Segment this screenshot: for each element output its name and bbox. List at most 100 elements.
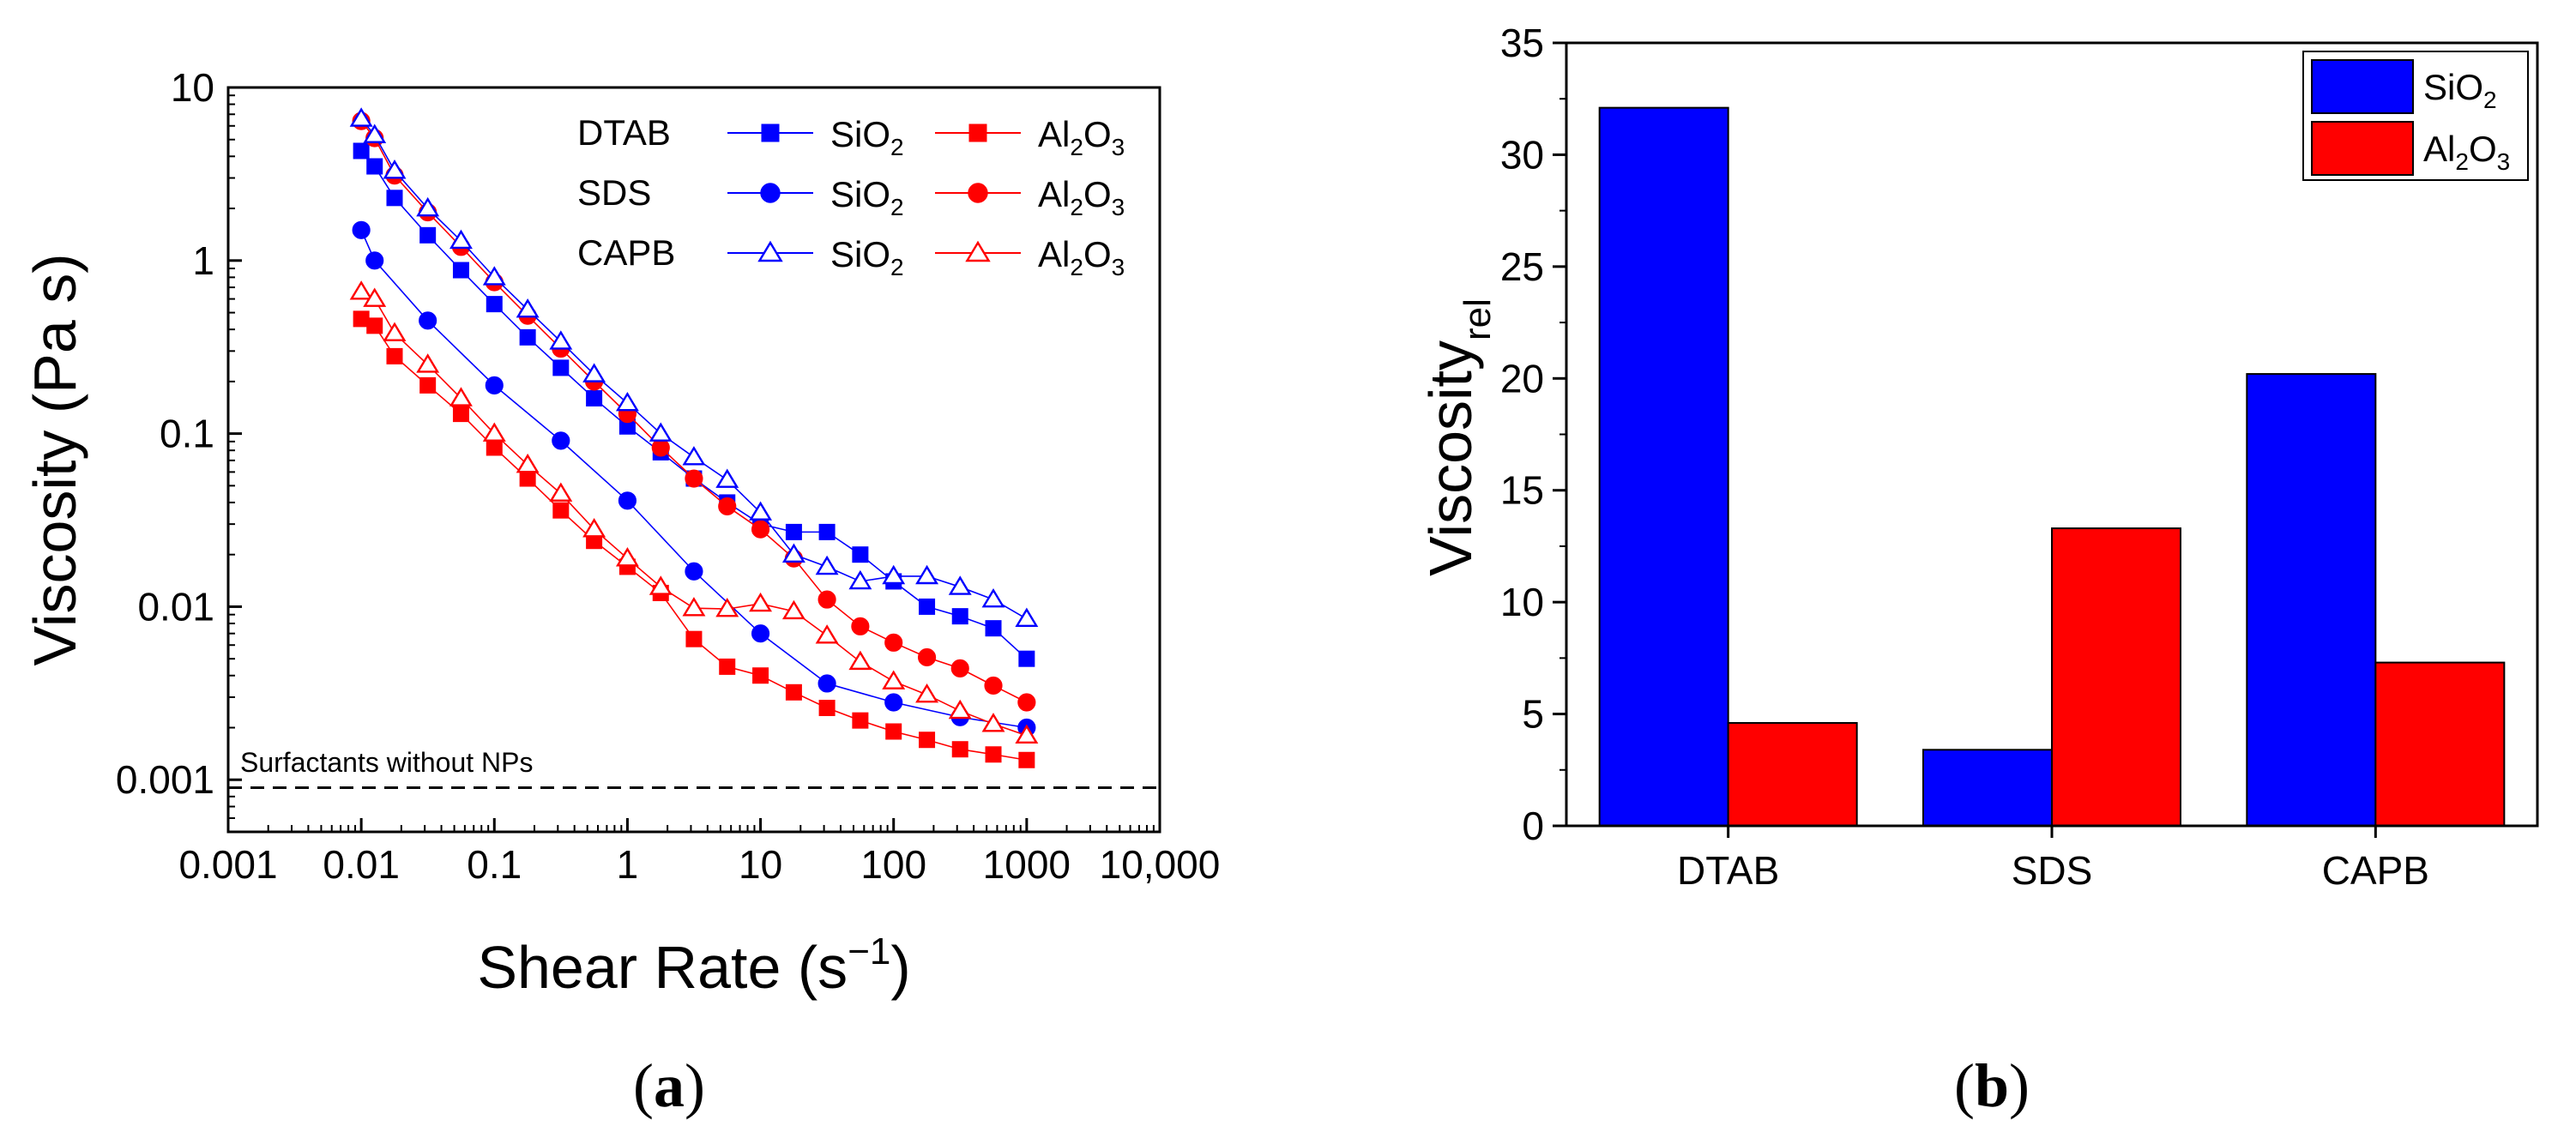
data-point — [349, 280, 373, 300]
data-point — [519, 328, 536, 346]
reference-line-label: Surfactants without NPs — [240, 747, 533, 778]
data-point — [715, 468, 739, 488]
legend-entry: Al2O3 — [935, 234, 1125, 280]
data-point — [749, 501, 773, 521]
x-tick-label-a: 10,000 — [1100, 842, 1221, 887]
data-point — [365, 251, 384, 270]
x-tick-label-a: 0.1 — [467, 842, 522, 887]
legend-entry: SiO2 — [727, 174, 904, 220]
data-point — [781, 599, 805, 620]
y-tick-label-a: 0.001 — [116, 757, 214, 802]
y-tick-label-b: 20 — [1500, 356, 1544, 400]
legend-series-label: SiO2 — [830, 234, 904, 280]
x-axis-title-a: Shear Rate (s−1) — [477, 930, 910, 1001]
bar-dtab-al2o3 — [1727, 722, 1858, 828]
data-point — [718, 497, 737, 516]
axis-ticks-b: 0 5 10 15 20 25 30 35 DTAB SDS CAPB — [1500, 21, 2429, 893]
series-line — [360, 229, 1027, 729]
x-tick-label-a: 10 — [739, 842, 782, 887]
data-point — [516, 298, 540, 318]
data-point — [649, 575, 673, 595]
data-point — [615, 391, 639, 412]
legend-series-label: SiO2 — [830, 114, 904, 160]
bar-dtab-sio2 — [1598, 106, 1729, 828]
data-point — [751, 520, 770, 539]
legend-row-label: DTAB — [577, 112, 671, 153]
data-point — [885, 723, 902, 740]
legend-row-label: CAPB — [577, 232, 675, 273]
data-point — [1015, 607, 1039, 627]
legend-row-label: SDS — [577, 172, 651, 213]
legend-swatch — [2311, 59, 2414, 114]
legend-entry: Al2O3 — [935, 174, 1125, 220]
data-point — [817, 674, 836, 693]
x-tick-label-a: 0.001 — [178, 842, 277, 887]
data-point — [386, 347, 403, 364]
data-point — [715, 597, 739, 617]
data-point — [685, 562, 703, 581]
data-point — [615, 547, 639, 567]
data-point — [383, 322, 407, 341]
x-tick-label-a: 0.01 — [323, 842, 400, 887]
series-line — [360, 117, 1028, 620]
data-point — [419, 311, 437, 330]
data-point — [485, 376, 504, 394]
y-axis-title-b: Viscosityrel — [1417, 298, 1499, 576]
data-point — [981, 713, 1005, 732]
data-point — [950, 659, 969, 677]
data-point — [919, 732, 936, 749]
legend-series-label: Al2O3 — [1038, 234, 1125, 280]
y-tick-label-b: 0 — [1522, 804, 1544, 848]
bar-capb-sio2 — [2246, 373, 2377, 828]
data-point — [386, 190, 403, 207]
y-tick-label-b: 25 — [1500, 244, 1544, 289]
data-point — [363, 287, 387, 307]
data-point — [818, 523, 836, 540]
legend-marker — [965, 240, 991, 262]
y-tick-label-a: 1 — [192, 238, 214, 283]
data-point — [586, 389, 603, 406]
data-point — [519, 470, 536, 487]
data-point — [449, 387, 473, 406]
legend-marker — [761, 123, 780, 142]
legend-a: DTAB SDS CAPB SiO2 Al2O3 SiO2 Al2O3 SiO2 Al2O3 — [577, 112, 1125, 280]
y-tick-label-b: 35 — [1500, 21, 1544, 65]
data-point — [817, 590, 836, 609]
data-point — [919, 598, 936, 615]
data-point — [482, 422, 506, 442]
data-point — [582, 363, 606, 382]
data-point — [984, 676, 1003, 695]
legend-series-label-b: Al2O3 — [2423, 129, 2510, 175]
data-point — [1017, 693, 1036, 712]
data-point — [884, 693, 903, 712]
data-point — [815, 555, 839, 575]
bar-capb-al2o3 — [2374, 661, 2506, 827]
data-point — [419, 376, 437, 394]
legend-entry: Al2O3 — [935, 114, 1125, 160]
data-point — [366, 158, 383, 175]
panel-b-bar-chart: 0 5 10 15 20 25 30 35 DTAB SDS CAPB SiO2 Al2O3 Visc… — [1417, 21, 2539, 1120]
data-point — [582, 518, 606, 538]
y-tick-label-b: 15 — [1500, 468, 1544, 513]
series-capb-sio2 — [349, 107, 1039, 627]
data-point — [981, 587, 1005, 608]
data-point — [985, 746, 1002, 763]
data-point — [917, 647, 937, 667]
category-label: DTAB — [1677, 848, 1779, 893]
data-point — [516, 453, 540, 473]
bar-sds-al2o3 — [2051, 527, 2181, 827]
data-point — [884, 633, 903, 652]
x-tick-label-a: 1 — [617, 842, 639, 887]
data-point — [781, 543, 805, 563]
data-point — [552, 502, 570, 519]
y-tick-label-a: 0.01 — [137, 584, 214, 629]
series-dtab-al2o3 — [353, 310, 1035, 768]
data-point — [383, 160, 407, 179]
data-point — [353, 142, 370, 160]
data-point — [419, 226, 437, 244]
data-point — [366, 317, 383, 334]
legend-marker — [757, 240, 783, 262]
legend-b: SiO2 Al2O3 — [2302, 51, 2529, 181]
legend-series-label: SiO2 — [830, 174, 904, 220]
